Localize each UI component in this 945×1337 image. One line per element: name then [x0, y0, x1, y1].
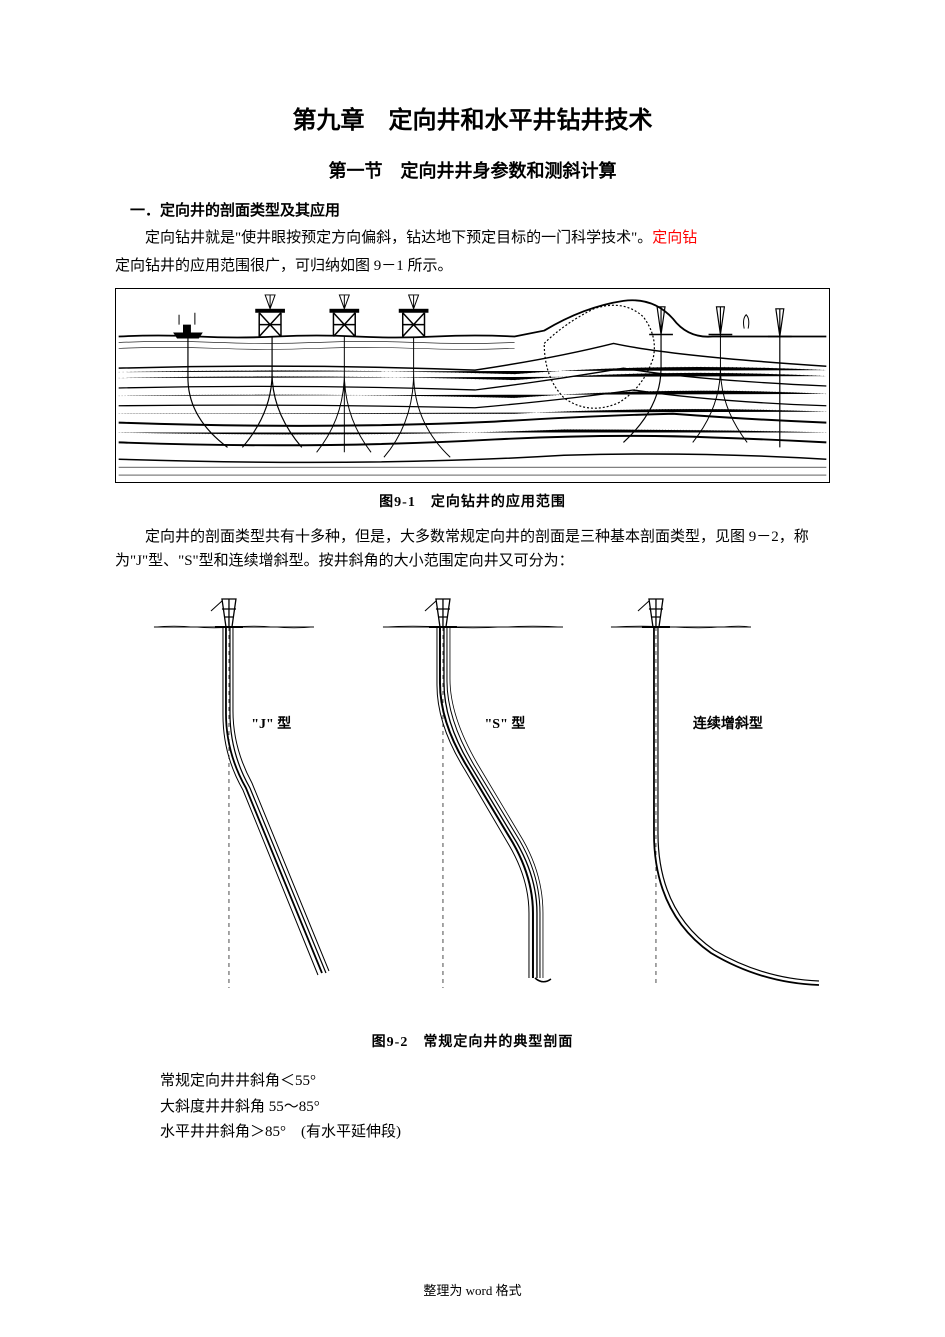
- fig1-svg: [116, 289, 829, 482]
- figure-9-2-caption: 图9-2 常规定向井的典型剖面: [115, 1031, 830, 1051]
- figure-9-1: 图9-1 定向钻井的应用范围: [115, 288, 830, 511]
- label-j: "J" 型: [251, 713, 291, 733]
- para-1-text: 定向钻井就是"使井眼按预定方向偏斜，钻达地下预定目标的一门科学技术"。: [145, 230, 652, 246]
- figure-9-2: "J" 型 "S" 型: [115, 583, 830, 1051]
- chapter-title: 第九章 定向井和水平井钻井技术: [115, 100, 830, 135]
- well-s-type: "S" 型: [355, 593, 591, 993]
- highlight-text: 定向钻: [652, 230, 697, 246]
- angle-row-2: 大斜度井井斜角 55～85°: [160, 1095, 830, 1121]
- subheading-1: 一．定向井的剖面类型及其应用: [115, 199, 830, 220]
- paragraph-1b: 定向钻井的应用范围很广，可归纳如图 9－1 所示。: [115, 254, 830, 278]
- paragraph-1: 定向钻井就是"使井眼按预定方向偏斜，钻达地下预定目标的一门科学技术"。定向钻: [115, 226, 830, 250]
- figure-9-1-caption: 图9-1 定向钻井的应用范围: [115, 491, 830, 511]
- paragraph-2: 定向井的剖面类型共有十多种，但是，大多数常规定向井的剖面是三种基本剖面类型，见图…: [115, 525, 830, 573]
- page-footer: 整理为 word 格式: [0, 1280, 945, 1299]
- figure-9-1-image: [115, 288, 830, 483]
- figure-9-2-image: "J" 型 "S" 型: [115, 583, 830, 1023]
- section-title: 第一节 定向井井身参数和测斜计算: [115, 157, 830, 183]
- angle-row-1: 常规定向井井斜角＜55°: [160, 1069, 830, 1095]
- angle-classification-list: 常规定向井井斜角＜55° 大斜度井井斜角 55～85° 水平井井斜角＞85° (…: [160, 1069, 830, 1146]
- label-continuous: 连续增斜型: [693, 713, 763, 733]
- well-j-type: "J" 型: [116, 593, 352, 993]
- well-continuous-type: 连续增斜型: [593, 593, 829, 993]
- angle-row-3: 水平井井斜角＞85° (有水平延伸段): [160, 1120, 830, 1146]
- label-s: "S" 型: [485, 713, 526, 733]
